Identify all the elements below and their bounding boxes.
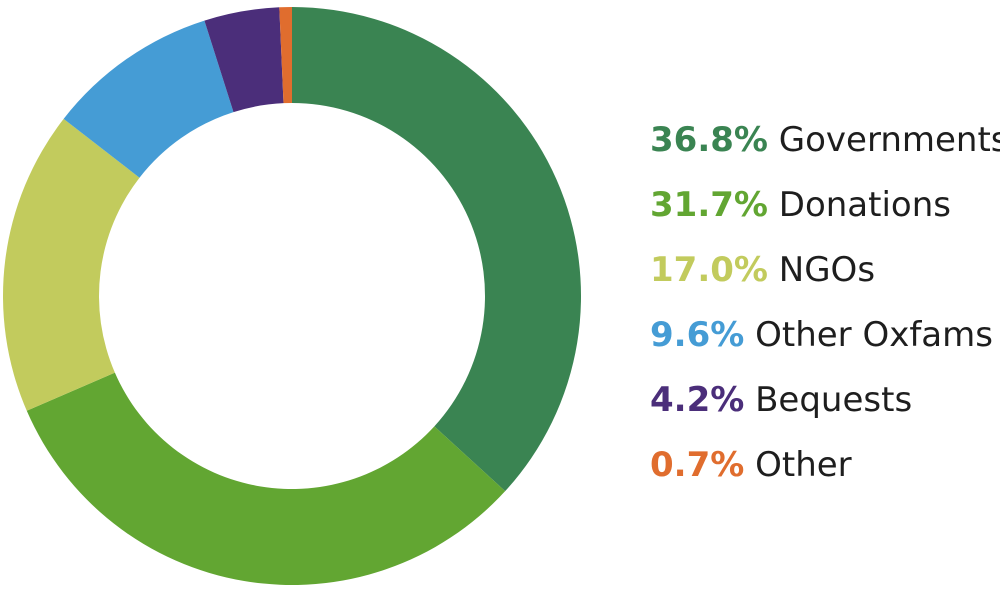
legend-value: 36.8% [650, 120, 768, 160]
legend-value: 31.7% [650, 185, 768, 225]
slice-donations [26, 372, 506, 585]
legend-item-other-oxfams: 9.6% Other Oxfams [650, 309, 1000, 374]
slice-governments [292, 7, 582, 492]
legend-item-bequests: 4.2% Bequests [650, 374, 1000, 439]
slice-other-oxfams [63, 20, 234, 178]
legend-label: Other Oxfams [744, 315, 993, 355]
slice-bequests [204, 7, 284, 113]
legend-label: Other [744, 445, 852, 485]
slice-ngos [3, 118, 140, 411]
legend-item-ngos: 17.0% NGOs [650, 244, 1000, 309]
donut-chart [3, 7, 582, 585]
legend-value: 9.6% [650, 315, 745, 355]
legend-item-governments: 36.8% Governments [650, 114, 1000, 179]
legend-item-other: 0.7% Other [650, 439, 1000, 504]
legend-label: Governments [767, 120, 1000, 160]
legend-label: NGOs [767, 250, 876, 290]
legend-item-donations: 31.7% Donations [650, 179, 1000, 244]
chart-legend: 36.8% Governments 31.7% Donations 17.0% NG… [650, 114, 1000, 504]
legend-value: 0.7% [650, 445, 745, 485]
legend-label: Bequests [744, 380, 913, 420]
legend-value: 17.0% [650, 250, 768, 290]
slice-other [279, 7, 292, 104]
legend-label: Donations [767, 185, 951, 225]
legend-value: 4.2% [650, 380, 745, 420]
